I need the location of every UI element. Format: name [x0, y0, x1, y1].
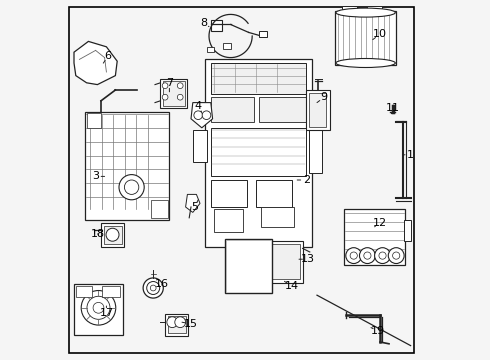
Ellipse shape — [336, 58, 395, 68]
Ellipse shape — [336, 8, 395, 17]
Circle shape — [364, 252, 371, 259]
Circle shape — [360, 248, 375, 264]
Text: 8: 8 — [200, 18, 207, 28]
Bar — [261, 207, 294, 227]
Circle shape — [150, 285, 156, 291]
Bar — [151, 200, 168, 218]
Circle shape — [388, 248, 404, 264]
Bar — [76, 286, 92, 297]
Text: 9: 9 — [320, 92, 328, 102]
Polygon shape — [74, 41, 117, 85]
Bar — [215, 209, 243, 232]
Bar — [193, 130, 207, 162]
Circle shape — [143, 278, 163, 298]
Bar — [211, 180, 247, 207]
Circle shape — [350, 252, 357, 259]
Circle shape — [202, 111, 211, 120]
Text: 10: 10 — [373, 29, 387, 39]
Polygon shape — [186, 194, 200, 212]
Circle shape — [93, 302, 104, 313]
Bar — [207, 47, 214, 52]
Circle shape — [162, 83, 168, 89]
Text: 13: 13 — [301, 254, 315, 264]
Bar — [163, 81, 185, 106]
Bar — [101, 223, 124, 247]
Bar — [404, 220, 411, 241]
Text: 17: 17 — [99, 308, 114, 318]
Bar — [211, 20, 221, 31]
Text: 16: 16 — [155, 279, 169, 289]
Text: 18: 18 — [90, 229, 104, 239]
Circle shape — [119, 175, 144, 200]
Bar — [309, 108, 321, 173]
Text: 19: 19 — [371, 326, 385, 336]
Text: 5: 5 — [191, 202, 198, 212]
Bar — [103, 226, 122, 244]
Circle shape — [177, 83, 183, 89]
Text: 6: 6 — [105, 51, 112, 61]
Circle shape — [175, 317, 186, 328]
Circle shape — [379, 252, 386, 259]
Circle shape — [106, 228, 119, 241]
Circle shape — [162, 94, 168, 100]
Bar — [259, 241, 303, 283]
Circle shape — [124, 180, 139, 194]
Bar — [168, 316, 186, 333]
Bar — [256, 180, 292, 207]
Bar — [225, 239, 272, 293]
Bar — [205, 59, 312, 247]
Text: 14: 14 — [285, 281, 299, 291]
Text: 1: 1 — [407, 150, 414, 160]
Bar — [309, 93, 326, 127]
Circle shape — [177, 94, 183, 100]
Text: 4: 4 — [195, 101, 202, 111]
Bar — [368, 6, 382, 13]
Bar — [344, 209, 405, 265]
Bar — [211, 97, 254, 122]
Circle shape — [147, 282, 160, 294]
Circle shape — [374, 248, 391, 264]
Circle shape — [346, 248, 362, 264]
Circle shape — [167, 317, 178, 328]
Bar — [211, 128, 306, 176]
Circle shape — [87, 296, 110, 319]
Circle shape — [194, 111, 202, 120]
Bar — [165, 314, 189, 336]
Bar — [262, 244, 300, 279]
Circle shape — [81, 291, 116, 325]
Text: 15: 15 — [184, 319, 198, 329]
Bar — [223, 43, 231, 49]
Bar — [211, 63, 306, 94]
Bar — [102, 286, 120, 297]
Bar — [85, 112, 170, 220]
Text: 2: 2 — [303, 175, 310, 185]
Circle shape — [392, 252, 400, 259]
Bar — [259, 97, 306, 122]
Polygon shape — [191, 103, 213, 128]
Text: 11: 11 — [386, 103, 400, 113]
Bar — [306, 90, 330, 130]
Bar — [335, 11, 396, 65]
Bar — [342, 6, 357, 13]
Bar — [87, 113, 101, 128]
Bar — [259, 31, 268, 37]
Bar — [74, 284, 122, 335]
Text: 3: 3 — [92, 171, 99, 181]
Text: 7: 7 — [166, 78, 173, 88]
Text: 12: 12 — [373, 218, 387, 228]
Bar — [160, 79, 187, 108]
